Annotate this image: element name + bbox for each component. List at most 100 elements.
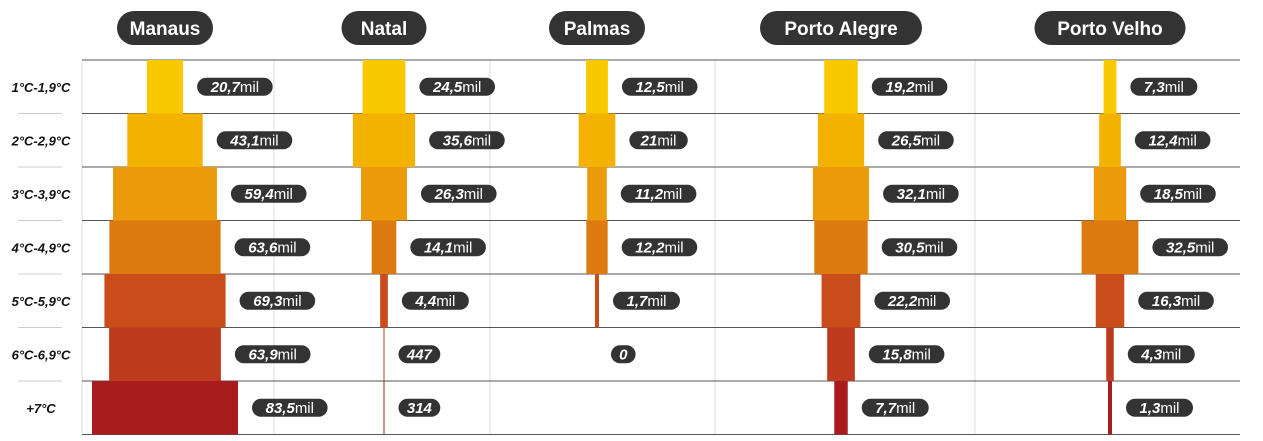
bar-porto-velho-7	[1108, 381, 1112, 435]
value-label-text: 63,6mil	[248, 239, 296, 256]
value-label-pill	[420, 184, 497, 203]
value-label-text: 30,5mil	[895, 239, 943, 256]
bar-porto-velho-5	[1095, 274, 1125, 328]
value-label-palmas-5: 1,7mil	[613, 291, 680, 310]
city-header-label: Manaus	[130, 19, 201, 40]
value-label-text: 1,7mil	[626, 293, 666, 310]
value-label-pill	[239, 291, 316, 310]
value-label-pill	[874, 291, 951, 310]
value-label-porto-velho-3: 18,5mil	[1140, 184, 1216, 203]
value-label-pill	[197, 77, 273, 96]
value-label-manaus-5: 69,3mil	[239, 291, 316, 310]
value-label-text: 35,6mil	[443, 132, 491, 149]
value-label-pill	[613, 291, 680, 310]
city-header-porto-velho: Porto Velho	[1034, 11, 1186, 45]
value-label-pill	[621, 77, 698, 96]
value-label-pill	[883, 184, 959, 203]
value-label-text: 314	[407, 400, 433, 417]
value-label-natal-4: 14,1mil	[410, 238, 486, 257]
value-label-pill	[861, 398, 929, 417]
city-header-pill	[549, 11, 645, 45]
value-label-pill	[621, 238, 698, 257]
value-label-text: 11,2mil	[635, 186, 682, 203]
value-label-pill	[429, 131, 505, 150]
value-label-text: 1,3mil	[1139, 400, 1179, 417]
value-label-porto-velho-4: 32,5mil	[1152, 238, 1229, 257]
value-label-text: 12,2mil	[635, 239, 683, 256]
value-label-text: 83,5mil	[266, 400, 314, 417]
bar-porto-alegre-5	[821, 274, 861, 328]
city-headers: Manaus Natal Palmas Porto Alegre Porto Velho	[117, 11, 1186, 45]
value-label-text: 26,3mil	[434, 186, 483, 203]
value-label-manaus-7: 83,5mil	[252, 398, 328, 417]
bar-manaus-6	[109, 327, 221, 381]
value-label-text: 4,4mil	[414, 293, 455, 310]
value-label-pill	[1138, 291, 1214, 310]
bar-natal-3	[361, 167, 407, 221]
value-label-pill	[611, 345, 636, 364]
value-label-porto-velho-1: 7,3mil	[1130, 77, 1198, 96]
grid	[18, 59, 1240, 435]
city-header-pill	[117, 11, 213, 45]
value-label-text: 7,7mil	[875, 400, 915, 417]
value-label-pill	[216, 131, 293, 150]
value-label-text: 18,5mil	[1154, 186, 1202, 203]
value-label-porto-alegre-6: 15,8mil	[868, 345, 945, 364]
city-header-pill	[1034, 11, 1186, 45]
city-header-label: Palmas	[564, 19, 631, 40]
value-label-porto-alegre-4: 30,5mil	[881, 238, 958, 257]
bar-porto-velho-6	[1106, 327, 1114, 381]
value-label-pill	[871, 77, 948, 96]
bar-palmas-3	[587, 167, 607, 221]
value-label-porto-alegre-1: 19,2mil	[871, 77, 948, 96]
value-label-natal-5: 4,4mil	[401, 291, 469, 310]
row-label: 6°C-6,9°C	[12, 347, 71, 362]
bar-natal-6	[383, 327, 385, 381]
bar-manaus-2	[127, 113, 203, 167]
row-label: 3°C-3,9°C	[12, 187, 71, 202]
bar-natal-7	[383, 381, 385, 435]
row-label: 2°C-2,9°C	[11, 133, 71, 148]
row-label: 1°C-1,9°C	[12, 80, 71, 95]
city-header-label: Natal	[361, 19, 407, 40]
value-label-manaus-2: 43,1mil	[216, 131, 293, 150]
value-label-pill	[252, 398, 328, 417]
bar-porto-alegre-3	[812, 167, 870, 221]
value-label-pill	[881, 238, 958, 257]
bar-porto-alegre-6	[827, 327, 855, 381]
value-label-text: 19,2mil	[885, 79, 933, 96]
city-header-pill	[341, 11, 427, 45]
value-label-text: 14,1mil	[424, 239, 472, 256]
bar-natal-1	[362, 60, 406, 114]
city-header-label: Porto Velho	[1057, 19, 1163, 40]
bar-palmas-4	[586, 220, 608, 274]
value-label-porto-velho-2: 12,4mil	[1134, 131, 1211, 150]
value-label-text: 15,8mil	[882, 346, 930, 363]
value-label-text: 20,7mil	[210, 79, 259, 96]
value-label-text: 43,1mil	[229, 132, 278, 149]
city-header-palmas: Palmas	[549, 11, 645, 45]
value-label-natal-6: 447	[398, 345, 441, 364]
bar-manaus-1	[146, 60, 184, 114]
city-header-pill	[760, 11, 922, 45]
bar-natal-4	[371, 220, 397, 274]
bar-palmas-2	[578, 113, 616, 167]
value-label-pill	[1152, 238, 1229, 257]
bar-palmas-5	[595, 274, 599, 328]
bar-natal-5	[380, 274, 388, 328]
value-label-pill	[234, 238, 311, 257]
bar-porto-alegre-7	[834, 381, 848, 435]
value-label-pill	[868, 345, 945, 364]
value-label-text: 22,2mil	[887, 293, 936, 310]
value-label-natal-3: 26,3mil	[420, 184, 497, 203]
value-label-pill	[620, 184, 697, 203]
bar-palmas-1	[586, 60, 608, 114]
bar-natal-2	[352, 113, 416, 167]
value-label-pill	[234, 345, 311, 364]
value-label-text: 12,4mil	[1148, 132, 1196, 149]
value-label-text: 24,5mil	[432, 79, 481, 96]
value-label-text: 26,5mil	[891, 132, 940, 149]
value-label-porto-velho-6: 4,3mil	[1127, 345, 1195, 364]
value-label-pill	[1127, 345, 1195, 364]
